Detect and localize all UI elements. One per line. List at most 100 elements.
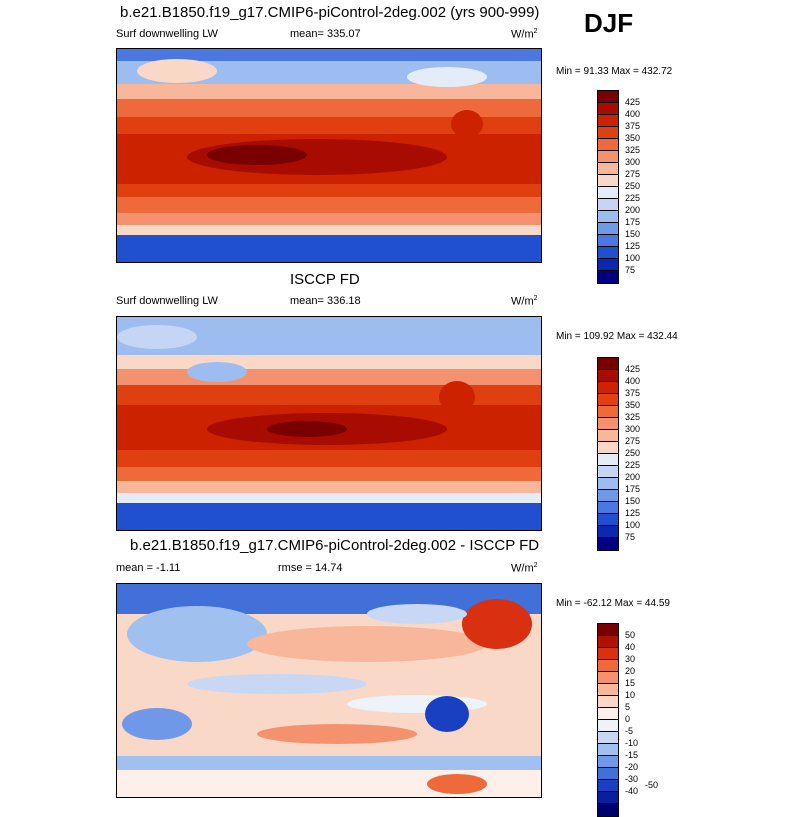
panel-2-colorbar-tick-label: 200 — [625, 472, 641, 482]
panel-1-colorbar-tick-label: 325 — [625, 145, 641, 155]
panel-1-colorbar-tick-label: 400 — [625, 109, 641, 119]
panel-1-units: W/m2 — [511, 28, 538, 41]
panel-1-colorbar-swatch — [598, 163, 618, 175]
panel-1-colorbar-tick-label: 350 — [625, 133, 641, 143]
panel-3-colorbar-tick-label: 0 — [625, 714, 631, 724]
panel-2-colorbar-swatch — [598, 442, 618, 454]
panel-3-colorbar-swatch — [598, 756, 618, 768]
panel-2-colorbar-swatch — [598, 382, 618, 394]
panel-3-colorbar-swatch — [598, 744, 618, 756]
panel-2-colorbar-tick-label: 350 — [625, 400, 641, 410]
panel-2-colorbar-swatch — [598, 370, 618, 382]
panel-1-colorbar-swatch — [598, 259, 618, 271]
panel-2-colorbar-tick-label: 275 — [625, 436, 641, 446]
panel-1-colorbar-swatch — [598, 91, 618, 103]
panel-1-colorbar-swatch — [598, 271, 618, 283]
panel-3-colorbar-swatch — [598, 648, 618, 660]
season-label: DJF — [584, 8, 634, 38]
panel-3-colorbar-swatch — [598, 732, 618, 744]
panel-3-colorbar-swatch — [598, 720, 618, 732]
panel-1-map-field — [117, 49, 541, 262]
panel-2-colorbar-swatch — [598, 418, 618, 430]
panel-2-colorbar-tick-label: 425 — [625, 364, 641, 374]
panel-2-colorbar-swatch — [598, 514, 618, 526]
panel-1-colorbar-swatch — [598, 115, 618, 127]
panel-2-colorbar-swatch — [598, 406, 618, 418]
panel-1-colorbar-swatch — [598, 235, 618, 247]
panel-2-colorbar-swatch — [598, 538, 618, 550]
panel-1-colorbar-swatch — [598, 211, 618, 223]
panel-2-colorbar-tick-label: 300 — [625, 424, 641, 434]
panel-3-colorbar-tick-label: 40 — [625, 642, 636, 652]
panel-1-colorbar-swatch — [598, 223, 618, 235]
panel-3-colorbar-tick-label: -30 — [625, 774, 639, 784]
panel-3-colorbar-tick-label: 30 — [625, 654, 636, 664]
panel-3-colorbar-tick-label: 15 — [625, 678, 636, 688]
panel-2-colorbar-tick-label: 100 — [625, 520, 641, 530]
panel-3-colorbar-swatch — [598, 672, 618, 684]
panel-1-colorbar-swatch — [598, 103, 618, 115]
panel-3-colorbar-swatch — [598, 636, 618, 648]
panel-2-colorbar-tick-label: 125 — [625, 508, 641, 518]
panel-2-colorbar-swatch — [598, 358, 618, 370]
panel-2-map — [116, 316, 542, 531]
panel-1-colorbar-tick-label: 175 — [625, 217, 641, 227]
panel-3-colorbar-swatch — [598, 768, 618, 780]
panel-2-colorbar-swatch — [598, 526, 618, 538]
panel-2-colorbar — [597, 357, 619, 551]
panel-3-units: W/m2 — [511, 562, 538, 575]
panel-3-rmse-label: rmse = 14.74 — [278, 562, 343, 574]
panel-2-colorbar-swatch — [598, 394, 618, 406]
panel-3-colorbar-tick-label: -40 — [625, 786, 639, 796]
panel-1-variable-label: Surf downwelling LW — [116, 28, 218, 40]
panel-3-colorbar — [597, 623, 619, 817]
panel-3-colorbar-swatch — [598, 684, 618, 696]
panel-3-colorbar-tick-label: -10 — [625, 738, 639, 748]
panel-2-colorbar-tick-label: 175 — [625, 484, 641, 494]
panel-2-mean-label: mean= 336.18 — [290, 295, 361, 307]
panel-3-colorbar-swatch — [598, 696, 618, 708]
panel-2-colorbar-swatch — [598, 478, 618, 490]
panel-2-colorbar-tick-label: 225 — [625, 460, 641, 470]
panel-2-colorbar-swatch — [598, 430, 618, 442]
panel-3-colorbar-swatch — [598, 708, 618, 720]
panel-1-colorbar-tick-label: 100 — [625, 253, 641, 263]
panel-3-map — [116, 583, 542, 798]
panel-3-colorbar-swatch — [598, 660, 618, 672]
panel-1-colorbar-tick-label: 125 — [625, 241, 641, 251]
panel-3-colorbar-swatch — [598, 792, 618, 804]
panel-3-title: b.e21.B1850.f19_g17.CMIP6-piControl-2deg… — [130, 537, 540, 554]
panel-1-colorbar-swatch — [598, 127, 618, 139]
panel-1-title: b.e21.B1850.f19_g17.CMIP6-piControl-2deg… — [120, 4, 540, 21]
panel-1-mean-label: mean= 335.07 — [290, 28, 361, 40]
panel-1-colorbar-tick-label: 75 — [625, 265, 636, 275]
panel-3-minmax: Min = -62.12 Max = 44.59 — [556, 598, 670, 609]
panel-1-colorbar-tick-label: 225 — [625, 193, 641, 203]
panel-1-colorbar-tick-label: 425 — [625, 97, 641, 107]
panel-1-colorbar-swatch — [598, 187, 618, 199]
panel-2-colorbar-tick-label: 325 — [625, 412, 641, 422]
panel-2-colorbar-tick-label: 400 — [625, 376, 641, 386]
panel-1-colorbar-tick-label: 375 — [625, 121, 641, 131]
panel-1-colorbar-swatch — [598, 175, 618, 187]
panel-1-colorbar-tick-label: 275 — [625, 169, 641, 179]
panel-2-colorbar-tick-label: 250 — [625, 448, 641, 458]
panel-3-colorbar-tick-label: -50 — [645, 780, 659, 790]
panel-3-map-field — [117, 584, 541, 797]
panel-2-colorbar-tick-label: 375 — [625, 388, 641, 398]
panel-1-colorbar-tick-label: 300 — [625, 157, 641, 167]
panel-2-units: W/m2 — [511, 295, 538, 308]
panel-2-colorbar-swatch — [598, 490, 618, 502]
panel-1-colorbar-tick-label: 150 — [625, 229, 641, 239]
panel-3-colorbar-swatch — [598, 624, 618, 636]
panel-3-colorbar-tick-label: 20 — [625, 666, 636, 676]
panel-1-colorbar-swatch — [598, 199, 618, 211]
panel-1-colorbar-swatch — [598, 139, 618, 151]
panel-1-colorbar-swatch — [598, 151, 618, 163]
panel-1-colorbar-swatch — [598, 247, 618, 259]
panel-3-mean-label: mean = -1.11 — [116, 562, 181, 574]
panel-3-colorbar-tick-label: -15 — [625, 750, 639, 760]
panel-2-variable-label: Surf downwelling LW — [116, 295, 218, 307]
panel-2-colorbar-swatch — [598, 454, 618, 466]
panel-1-colorbar-tick-label: 250 — [625, 181, 641, 191]
